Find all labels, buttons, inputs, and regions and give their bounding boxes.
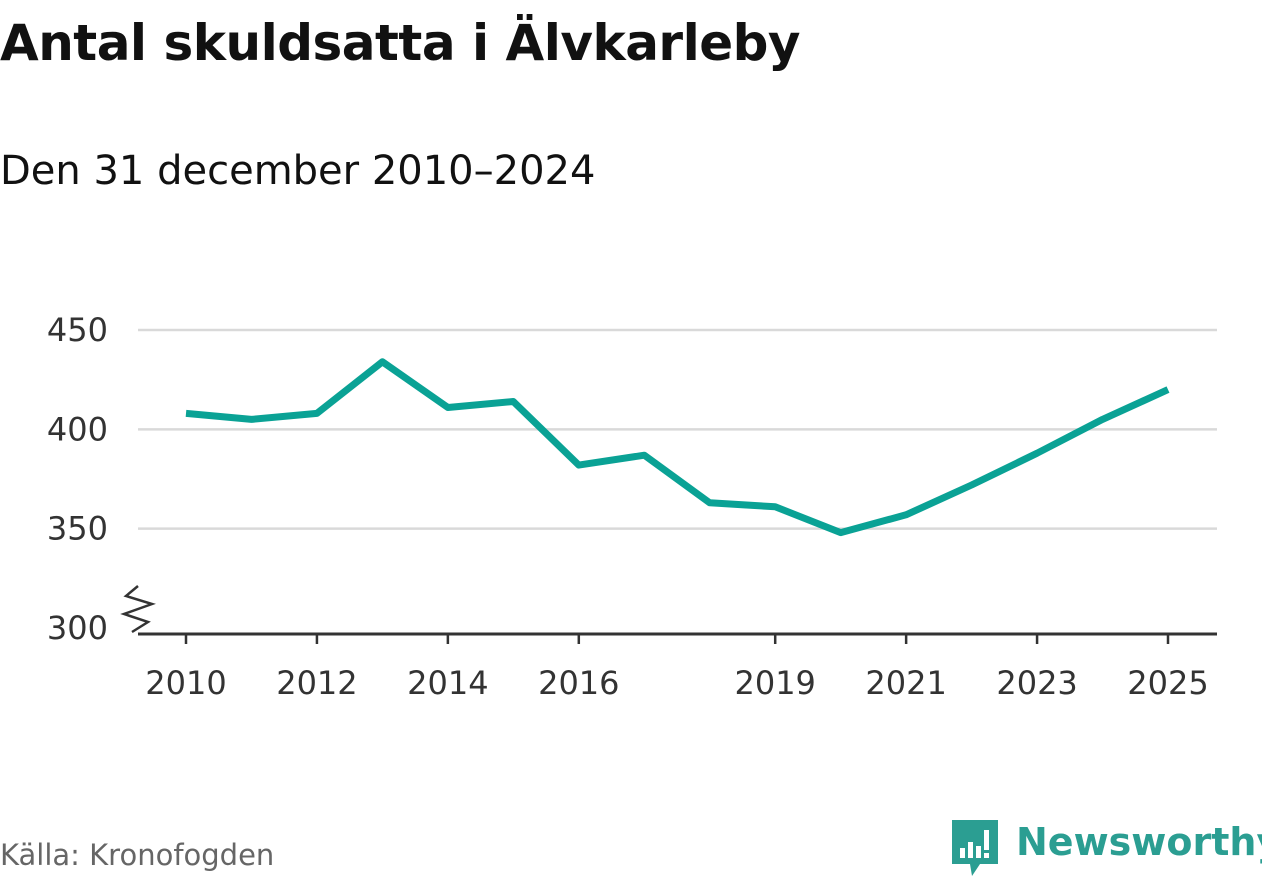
chart-title: Antal skuldsatta i Älvkarleby	[0, 14, 801, 72]
series-line-0	[185, 358, 1170, 537]
axis-break-icon	[120, 585, 156, 634]
source-note: Källa: Kronofogden	[0, 838, 275, 872]
brand: Newsworthy	[950, 818, 1262, 878]
x-tick-label-2014: 2014	[407, 664, 488, 702]
newsworthy-logo-icon	[952, 820, 998, 876]
x-tick-label-2010: 2010	[145, 664, 226, 702]
chart-subtitle: Den 31 december 2010–2024	[0, 148, 596, 194]
x-tick-label-2012: 2012	[276, 664, 357, 702]
y-tick-label-400: 400	[47, 410, 108, 448]
x-tick-label-2025: 2025	[1127, 664, 1208, 702]
y-tick-label-300: 300	[47, 609, 108, 647]
x-tick-label-2016: 2016	[538, 664, 619, 702]
brand-name: Newsworthy	[1016, 820, 1262, 864]
x-tick-label-2023: 2023	[996, 664, 1077, 702]
y-tick-label-350: 350	[47, 510, 108, 548]
y-tick-label-450: 450	[47, 311, 108, 349]
x-tick-label-2021: 2021	[865, 664, 946, 702]
x-tick-label-2019: 2019	[734, 664, 815, 702]
